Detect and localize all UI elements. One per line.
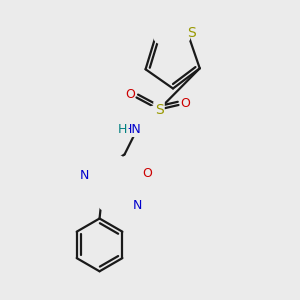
Text: H: H: [118, 123, 128, 136]
Text: HN: HN: [123, 123, 142, 136]
Text: S: S: [187, 26, 196, 40]
Text: O: O: [142, 167, 152, 180]
Text: O: O: [125, 88, 135, 101]
Text: N: N: [80, 169, 89, 182]
Text: N: N: [133, 200, 142, 212]
Text: S: S: [154, 103, 164, 116]
Text: O: O: [180, 97, 190, 110]
